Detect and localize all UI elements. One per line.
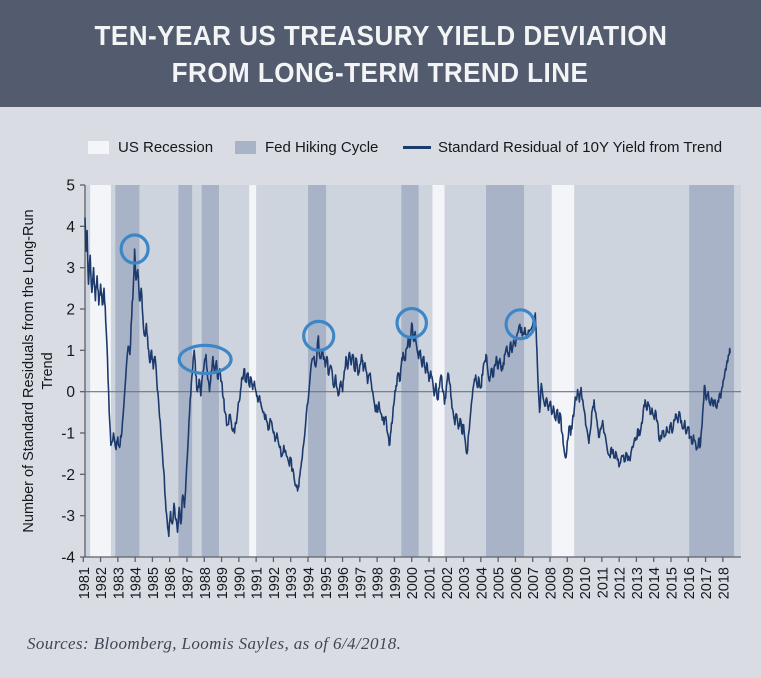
- svg-text:1997: 1997: [353, 567, 369, 599]
- title-bar: TEN-YEAR US TREASURY YIELD DEVIATION FRO…: [0, 0, 761, 107]
- svg-text:2014: 2014: [647, 567, 663, 599]
- svg-text:1994: 1994: [301, 567, 317, 599]
- residual-series-path: [84, 217, 731, 538]
- svg-text:Trend: Trend: [40, 352, 56, 389]
- legend-item-residual: Standard Residual of 10Y Yield from Tren…: [403, 139, 723, 156]
- svg-text:2008: 2008: [543, 567, 559, 599]
- axes: [84, 185, 741, 558]
- svg-text:2000: 2000: [405, 567, 421, 599]
- svg-text:1981: 1981: [77, 567, 93, 599]
- svg-text:1989: 1989: [215, 567, 231, 599]
- svg-text:2012: 2012: [613, 567, 629, 599]
- svg-text:1982: 1982: [94, 567, 110, 599]
- svg-text:4: 4: [66, 219, 75, 236]
- legend-label-residual: Standard Residual of 10Y Yield from Tren…: [438, 139, 723, 156]
- svg-text:1999: 1999: [388, 567, 404, 599]
- svg-text:2011: 2011: [595, 567, 611, 598]
- svg-text:2018: 2018: [716, 567, 732, 599]
- svg-text:3: 3: [66, 260, 75, 277]
- svg-text:2017: 2017: [699, 567, 715, 599]
- svg-text:-4: -4: [61, 550, 75, 567]
- svg-text:Number of Standard Residuals f: Number of Standard Residuals from the Lo…: [21, 209, 37, 532]
- svg-text:5: 5: [66, 178, 75, 195]
- x-axis-ticks: 1981 1982 1983 1984 1985 1986 1987 1988 1989 1990…: [77, 557, 732, 599]
- svg-text:1993: 1993: [284, 567, 300, 599]
- svg-text:2001: 2001: [422, 567, 438, 599]
- svg-text:2009: 2009: [561, 567, 577, 599]
- svg-text:2006: 2006: [509, 567, 525, 599]
- svg-text:2007: 2007: [526, 567, 542, 599]
- legend-item-recession: US Recession: [88, 139, 214, 156]
- page-title-line1: TEN-YEAR US TREASURY YIELD DEVIATION: [94, 19, 667, 51]
- residual-line-swatch: [403, 146, 431, 149]
- svg-text:0: 0: [66, 384, 75, 401]
- source-note: Sources: Bloomberg, Loomis Sayles, as of…: [27, 634, 402, 653]
- hiking-cycle-bands: [115, 185, 735, 557]
- svg-text:1983: 1983: [111, 567, 127, 599]
- svg-text:1991: 1991: [250, 567, 266, 599]
- recession-bands: [90, 185, 575, 557]
- svg-text:2002: 2002: [440, 567, 456, 599]
- svg-text:2010: 2010: [578, 567, 594, 599]
- svg-text:-2: -2: [61, 467, 75, 484]
- svg-text:1988: 1988: [198, 567, 214, 599]
- svg-text:1: 1: [66, 343, 75, 360]
- svg-text:2016: 2016: [682, 567, 698, 599]
- recession-swatch: [88, 141, 109, 154]
- svg-text:2015: 2015: [664, 567, 680, 599]
- svg-text:1986: 1986: [163, 567, 179, 599]
- svg-text:2005: 2005: [492, 567, 508, 599]
- legend-label-hiking: Fed Hiking Cycle: [265, 139, 379, 156]
- hiking-cycle-swatch: [235, 141, 256, 154]
- svg-text:1985: 1985: [146, 567, 162, 599]
- svg-text:-3: -3: [61, 508, 75, 525]
- svg-text:1998: 1998: [371, 567, 387, 599]
- svg-text:2013: 2013: [630, 567, 646, 599]
- svg-text:1992: 1992: [267, 567, 283, 599]
- legend-label-recession: US Recession: [118, 139, 214, 156]
- svg-text:1987: 1987: [180, 567, 196, 599]
- y-axis-label: Number of Standard Residuals from the Lo…: [21, 209, 56, 532]
- page-title-line2: FROM LONG-TERM TREND LINE: [172, 56, 589, 88]
- svg-text:2003: 2003: [457, 567, 473, 599]
- svg-text:-1: -1: [61, 426, 75, 443]
- svg-text:1995: 1995: [319, 567, 335, 599]
- legend-item-hiking: Fed Hiking Cycle: [235, 139, 379, 156]
- svg-text:2: 2: [66, 302, 75, 319]
- svg-text:1996: 1996: [336, 567, 352, 599]
- svg-text:2004: 2004: [474, 567, 490, 599]
- svg-text:1990: 1990: [232, 567, 248, 599]
- annotation-circles: [119, 233, 537, 376]
- svg-text:1984: 1984: [129, 567, 145, 599]
- y-axis-ticks: -4 -3 -2 -1 0 1 2 3 4 5: [61, 178, 85, 567]
